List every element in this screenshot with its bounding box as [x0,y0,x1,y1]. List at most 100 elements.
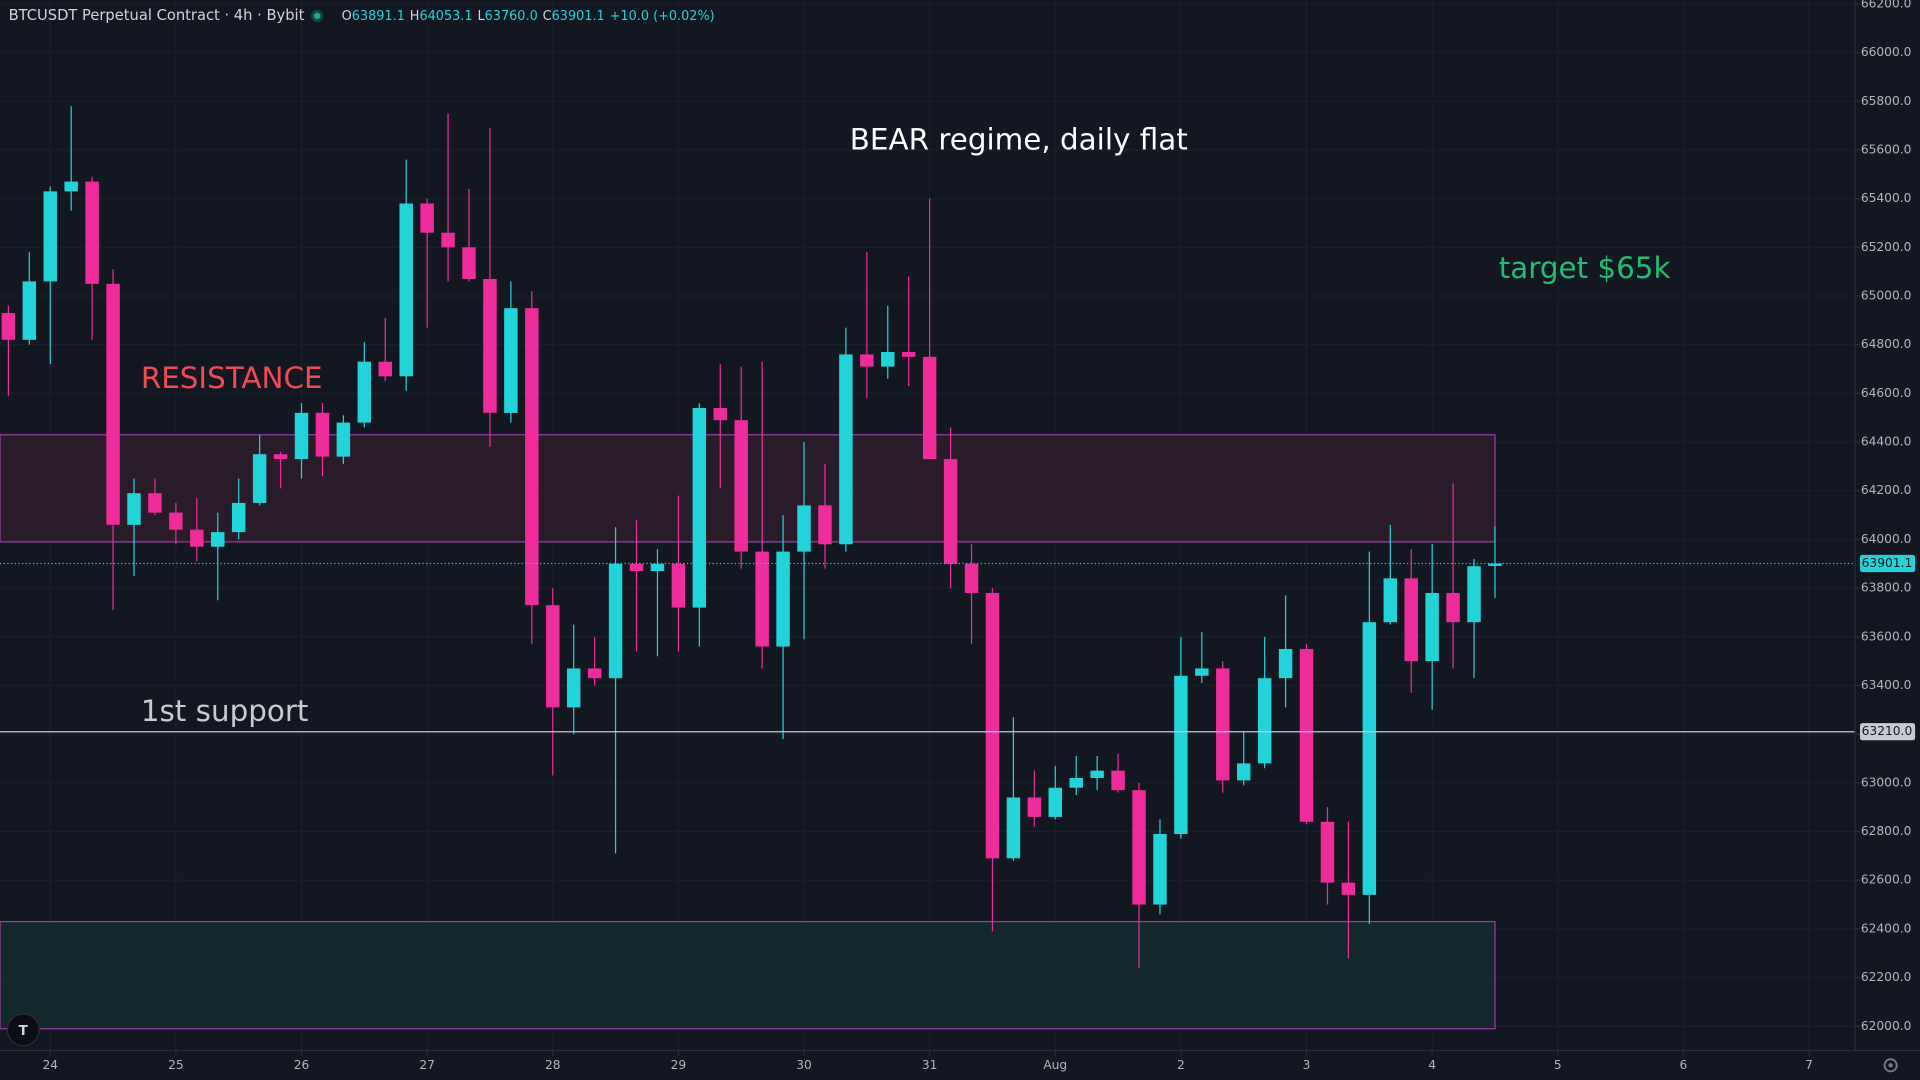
candle-body [546,605,560,708]
candle-body [901,351,916,357]
candle-body [608,563,623,679]
candle-body [839,354,853,545]
candle-body [629,563,644,572]
y-tick-label: 64800.0 [1861,337,1912,351]
y-tick-label: 66200.0 [1861,0,1912,10]
candle-body [273,454,288,460]
overlay [0,562,1856,733]
candle-body [106,283,120,525]
x-tick-label: 26 [294,1058,310,1072]
candle-body [1132,790,1146,905]
y-tick-label: 64400.0 [1861,435,1912,449]
ohlc-value: 63901.1 [552,8,605,23]
candle-body [357,361,372,423]
candle-body [399,203,413,377]
support-tag [1860,723,1916,741]
y-tick-label: 63000.0 [1861,775,1912,789]
ohlc-value: 63760.0 [485,8,538,23]
y-tick-label: 65200.0 [1861,240,1912,254]
y-tick-label: 64000.0 [1861,532,1912,546]
candle-body [148,493,162,513]
y-tick-label: 63400.0 [1861,678,1912,692]
ohlc-value: 63891.1 [352,8,405,23]
x-tick-label: 27 [419,1058,435,1072]
x-tick-label: 4 [1428,1058,1436,1072]
candle-body [1174,675,1188,834]
y-tick-label: 62400.0 [1861,921,1912,935]
candle-body [1362,622,1377,895]
candles [1,106,1502,968]
ohlc-legend: O63891.1 H64053.1 L63760.0 C63901.1 +10.0 (+… [342,8,715,23]
y-tick-label: 65800.0 [1861,94,1912,108]
y-tick-label: 62000.0 [1861,1019,1912,1033]
y-tick-label: 62200.0 [1861,970,1912,984]
y-tick-label: 65400.0 [1861,191,1912,205]
tradingview-logo[interactable]: T [6,1013,40,1047]
ohlc-key: L [477,8,485,23]
candle-body [1048,787,1063,817]
candle-body [1090,770,1104,778]
y-tick-label: 64200.0 [1861,483,1912,497]
candle-body [378,361,392,377]
x-tick-label: 25 [168,1058,184,1072]
chart-title: BTCUSDT Perpetual Contract · 4h · Bybit [9,7,305,24]
candle-body [964,563,979,593]
candle-body [692,407,707,608]
candle-body [985,592,1000,859]
candle-body [504,308,518,413]
candle-body [1341,882,1356,895]
candle-body [294,412,309,460]
candle-body [566,668,581,708]
candle-body [1111,770,1125,791]
candle-body [922,356,937,460]
x-tick-label: 30 [796,1058,812,1072]
ohlc-key: O [342,8,352,23]
settings-gear[interactable] [1883,1058,1898,1073]
candle-body [252,454,267,503]
x-tick-label: 29 [671,1058,687,1072]
candle-body [1,313,16,340]
ohlc-key: H [410,8,420,23]
candle-body [881,351,895,367]
x-tick-label: 5 [1554,1058,1562,1072]
candle-body [441,232,455,248]
y-tick-label: 63600.0 [1861,629,1912,643]
candle-body [315,412,330,457]
x-tick-label: 6 [1680,1058,1688,1072]
candle-body [734,420,748,552]
candle-body [211,532,225,547]
y-tick-label: 65000.0 [1861,289,1912,303]
ohlc-key: C [543,8,552,23]
candle-body [525,308,539,606]
status-dot [313,12,321,20]
y-tick-label: 64600.0 [1861,386,1912,400]
candle-body [1236,763,1251,781]
candle-body [1027,797,1042,817]
x-tick-label: 3 [1303,1058,1311,1072]
candle-body [1153,833,1167,905]
x-tick-label: Aug [1043,1058,1067,1072]
candle-body [755,551,769,647]
x-tick-label: 28 [545,1058,561,1072]
x-tick-label: 2 [1177,1058,1185,1072]
annotation: target $65k [1499,251,1671,285]
candle-body [1257,678,1272,764]
candle-body [1216,668,1230,781]
svg-text:T: T [19,1024,29,1039]
y-tick-label: 66000.0 [1861,45,1912,59]
last-price-tag-label: 63901.1 [1862,556,1913,570]
candle-body [797,505,811,552]
y-tick-label: 62800.0 [1861,824,1912,838]
candle-body [1446,592,1460,623]
candle-body [860,354,874,367]
support-tag-label: 63210.0 [1862,724,1913,738]
candle-body [1320,821,1335,883]
zone [0,920,1496,1030]
candle-body [943,459,958,564]
candle-body [190,529,204,547]
candle-body [85,181,99,284]
candle-body [1425,592,1439,662]
candle-body [127,493,141,525]
candle-body [483,278,497,413]
